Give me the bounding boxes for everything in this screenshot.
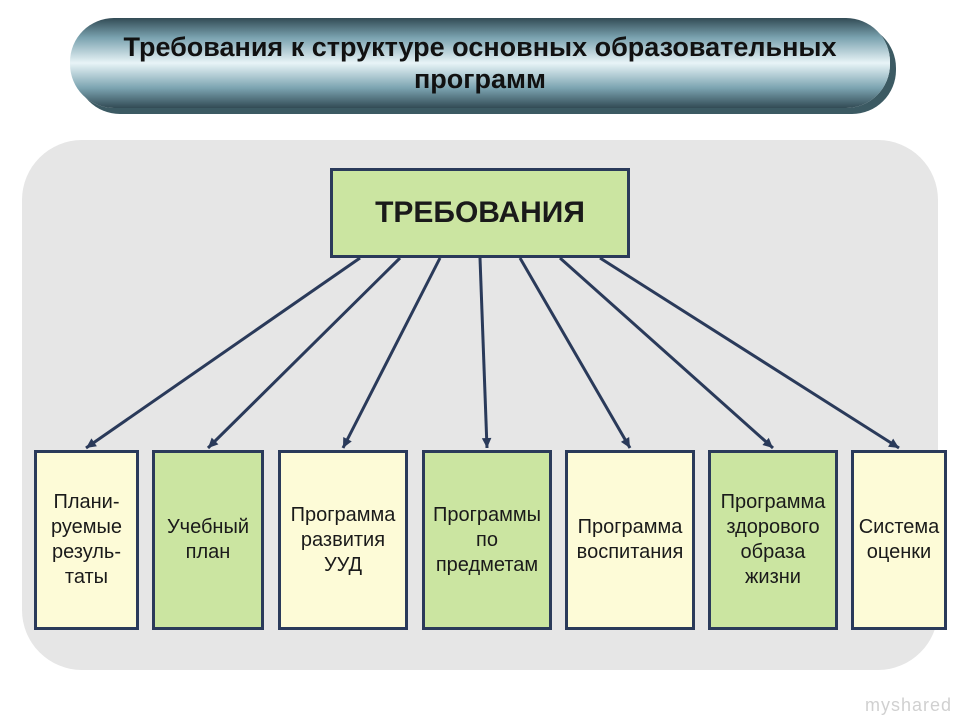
leaf-label-0: Плани- руемые резуль- таты [51, 490, 122, 590]
leaf-label-2: Программа развития УУД [291, 503, 396, 578]
leaf-label-6: Система оценки [859, 515, 940, 565]
leaf-box-1: Учебный план [152, 450, 264, 630]
leaf-box-6: Система оценки [851, 450, 947, 630]
leaf-box-5: Программа здорового образа жизни [708, 450, 838, 630]
leaf-label-3: Программы по предметам [433, 503, 541, 578]
watermark: myshared [865, 695, 952, 716]
leaf-box-3: Программы по предметам [422, 450, 552, 630]
leaf-box-0: Плани- руемые резуль- таты [34, 450, 139, 630]
root-box: ТРЕБОВАНИЯ [330, 168, 630, 258]
leaf-label-1: Учебный план [167, 515, 249, 565]
leaf-box-2: Программа развития УУД [278, 450, 408, 630]
leaf-label-4: Программа воспитания [577, 515, 684, 565]
leaf-box-4: Программа воспитания [565, 450, 695, 630]
root-label: ТРЕБОВАНИЯ [375, 196, 585, 230]
leaf-label-5: Программа здорового образа жизни [721, 490, 826, 590]
title-bar: Требования к структуре основных образова… [70, 18, 890, 108]
title-text: Требования к структуре основных образова… [110, 31, 850, 96]
